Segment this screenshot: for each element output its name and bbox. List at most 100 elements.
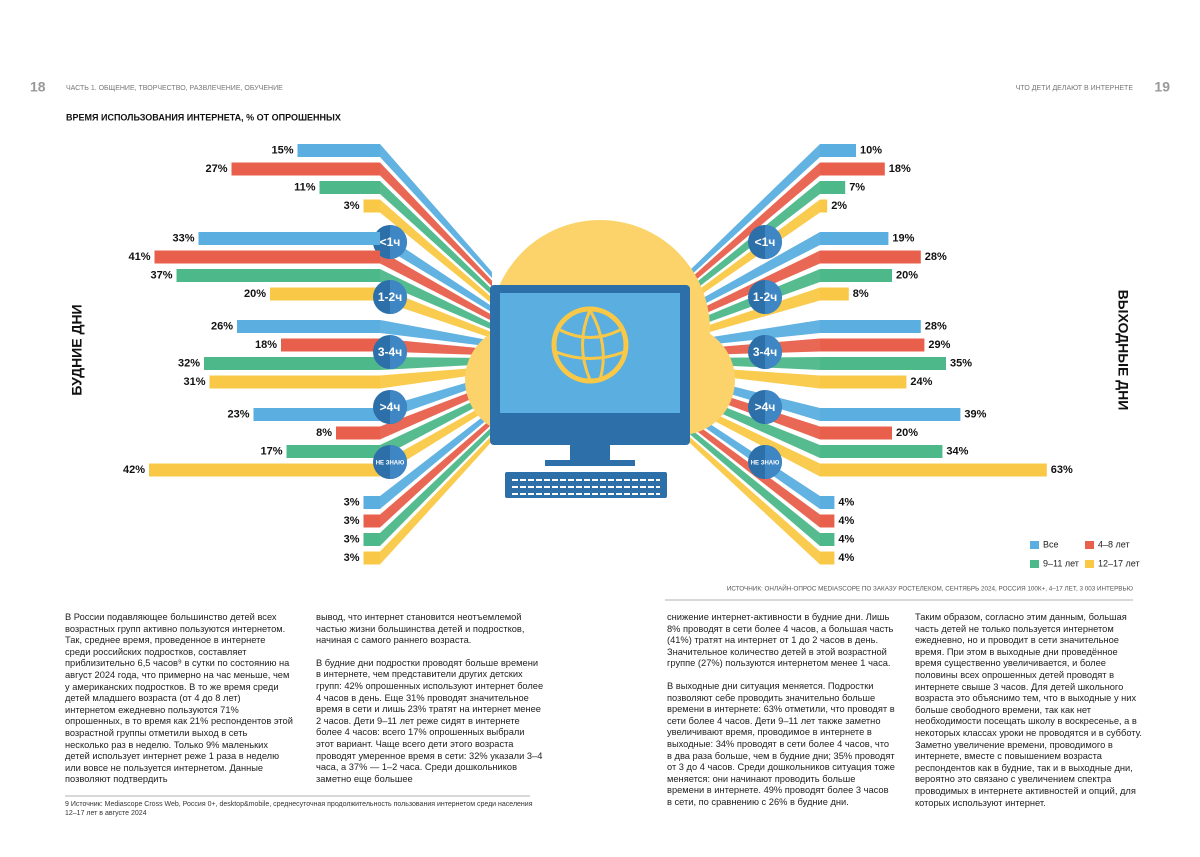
badge-shade [765,225,782,259]
value-label: 4% [838,533,854,545]
legend-swatch [1085,560,1094,568]
connector [380,426,492,546]
value-label: 17% [260,445,282,457]
bar [231,162,380,176]
connector [688,162,820,287]
badge-shade [765,335,782,369]
bar [820,269,892,282]
value-label: 8% [853,288,869,300]
bar [176,269,380,282]
bar [319,181,380,194]
connector [380,409,492,509]
value-label: 20% [244,288,266,300]
value-label: 3% [344,496,360,508]
value-label: 42% [123,464,145,476]
value-label: 20% [896,427,918,439]
value-label: 41% [128,251,150,263]
bar [154,250,380,264]
value-label: 23% [227,408,249,420]
connector [380,199,492,304]
connector [688,320,820,347]
badge-shade [765,280,782,314]
bar [820,533,835,546]
connector [380,338,492,356]
text-column: В России подавляющее большинство детей в… [65,612,293,797]
bar [820,514,835,528]
badge-shade [390,445,407,479]
bar [820,357,946,370]
connector [380,435,492,565]
value-label: 15% [271,144,293,156]
connector [380,250,492,321]
bar [820,287,849,301]
value-label: 3% [344,552,360,564]
illustration [465,220,735,498]
badge-shade [390,225,407,259]
bar [820,445,943,458]
bar [363,533,380,546]
value-label: 27% [205,163,227,175]
paragraph: В России подавляющее большинство детей в… [65,612,293,785]
bar [363,514,380,528]
text-column: вывод, что интернет становится неотъемле… [316,612,544,796]
text-column: снижение интернет-активности в будние дн… [667,612,895,820]
connector [380,269,492,330]
bar [198,232,380,245]
page-number: 19 [1154,79,1170,95]
bar [297,144,380,157]
badge-shade [390,335,407,369]
value-label: 24% [910,376,932,388]
value-label: 39% [964,408,986,420]
bar [336,426,380,440]
value-label: 7% [849,181,865,193]
category-label: 3-4ч [753,345,777,359]
connector [688,426,820,546]
bar [820,496,835,509]
badge-shade [390,390,407,424]
category-label: 1-2ч [378,290,402,304]
value-label: 37% [150,269,172,281]
connector [380,287,492,339]
value-label: 18% [889,163,911,175]
connector [380,401,492,477]
bar [253,408,380,421]
connector [380,357,492,370]
section-title: ЧАСТЬ 1. ОБЩЕНИЕ, ТВОРЧЕСТВО, РАЗВЛЕЧЕНИ… [66,85,283,92]
category-label: <1ч [380,235,401,249]
bar [286,445,380,458]
page-number: 18 [30,79,46,95]
badge-shade [765,445,782,479]
value-label: 3% [344,533,360,545]
bar [820,199,828,213]
paragraph: Таким образом, согласно этим данным, бол… [915,612,1142,808]
bar [820,320,921,333]
bar [149,463,380,477]
value-label: 28% [925,251,947,263]
chart-title: ВРЕМЯ ИСПОЛЬЗОВАНИЯ ИНТЕРНЕТА, % ОТ ОПРО… [66,112,341,122]
source: ИСТОЧНИК: ОНЛАЙН-ОПРОС MEDIASCOPE ПО ЗАК… [727,584,1134,593]
value-label: 3% [344,515,360,527]
paragraph: вывод, что интернет становится неотъемле… [316,612,525,646]
connector [688,232,820,313]
connector [380,366,492,389]
footnote: 9 Источник: Mediascope Cross Web, Россия… [65,801,533,817]
connector [688,401,820,477]
category-label: НЕ ЗНАЮ [376,461,405,467]
connector [380,144,492,278]
value-label: 10% [860,144,882,156]
category-label: 3-4ч [378,345,402,359]
value-label: 19% [892,232,914,244]
section-title: ЧТО ДЕТИ ДЕЛАЮТ В ИНТЕРНЕТЕ [1016,85,1134,92]
badge-shade [390,280,407,314]
bar [820,551,835,565]
category-label: >4ч [755,400,776,414]
bar [820,338,925,352]
value-label: 2% [831,200,847,212]
value-label: 29% [928,339,950,351]
bar [363,496,380,509]
connector [380,418,492,528]
value-label: 3% [344,200,360,212]
badge-shade [765,390,782,424]
